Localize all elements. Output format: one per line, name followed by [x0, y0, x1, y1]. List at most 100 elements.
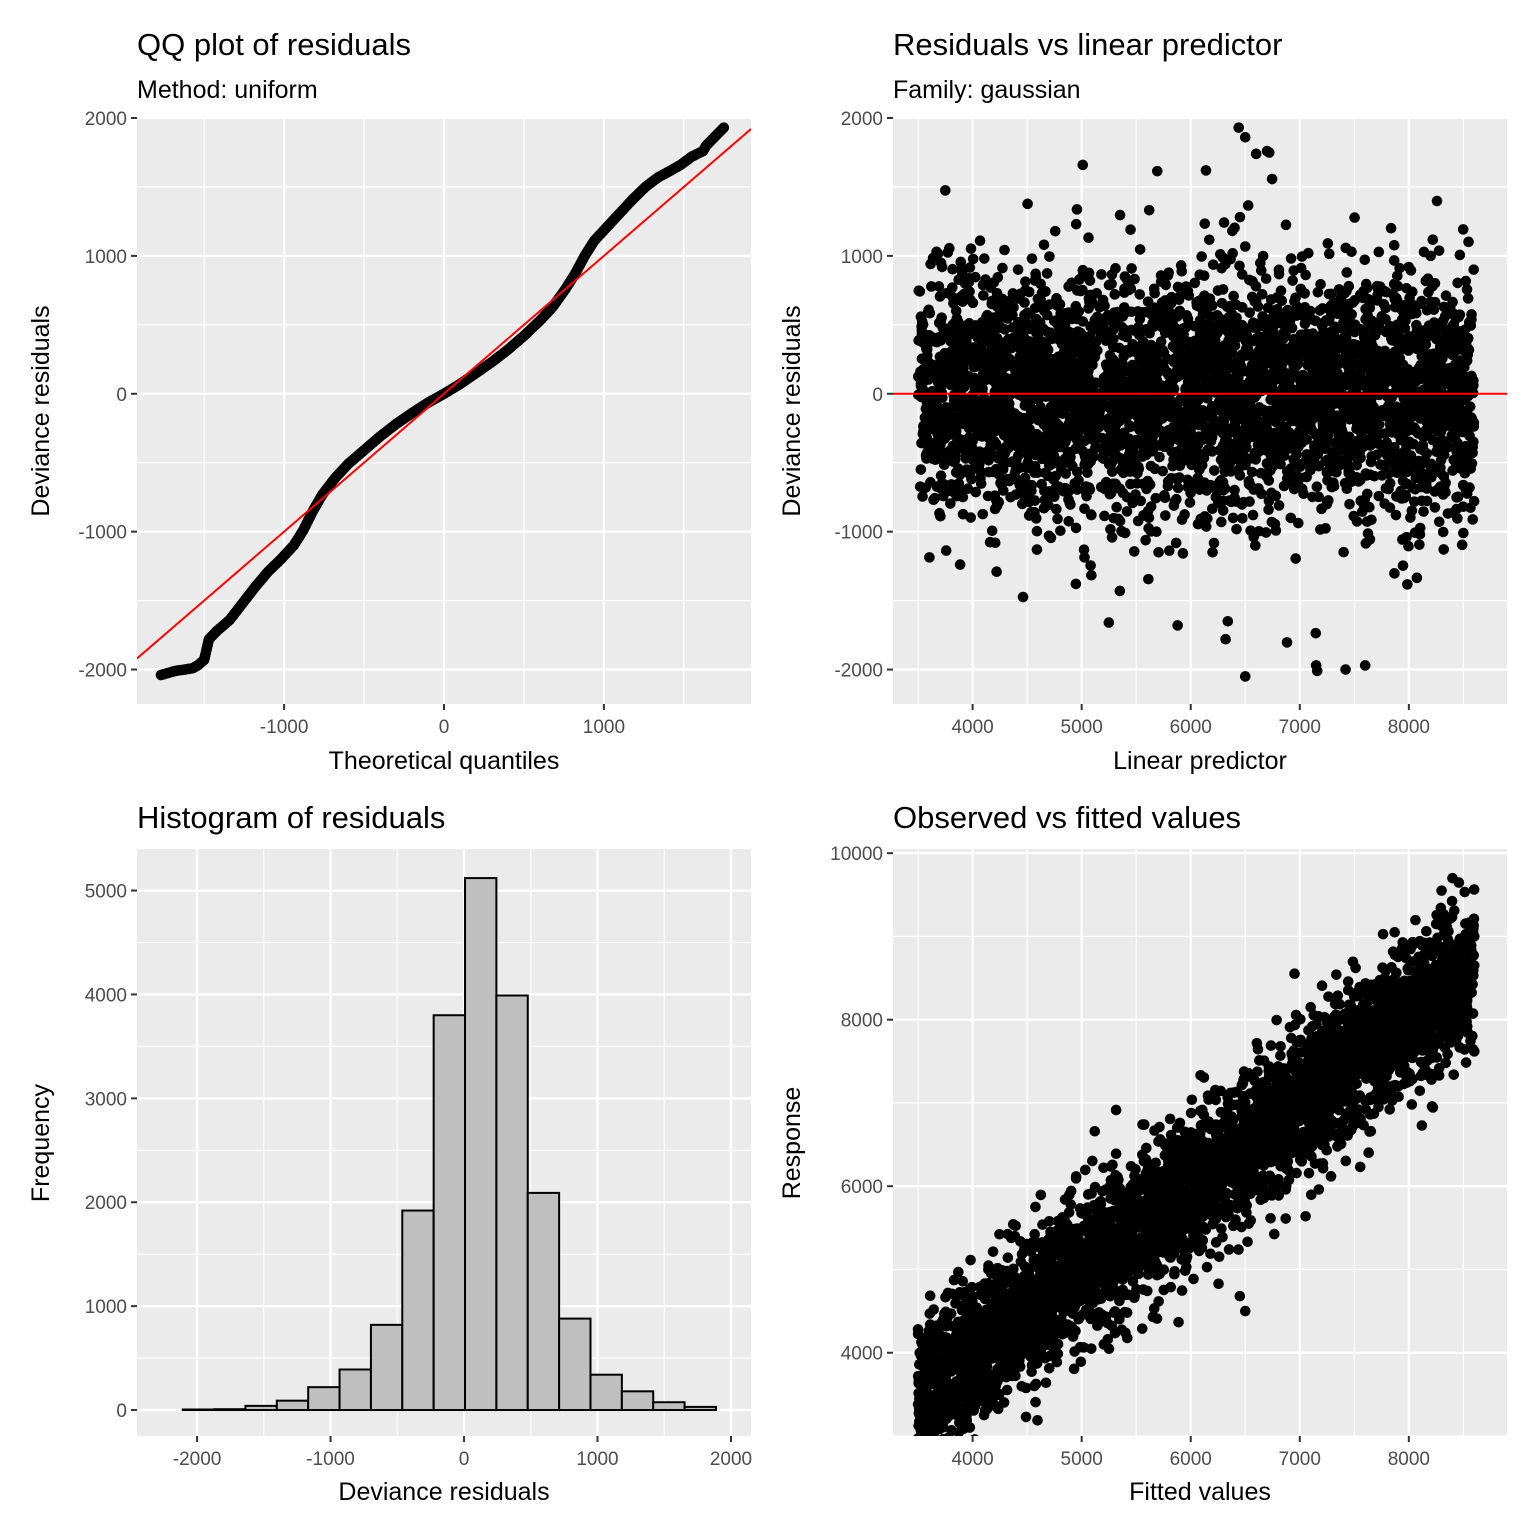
residual-outlier-point [1031, 544, 1043, 555]
residual-point [1435, 345, 1447, 357]
residual-point [1184, 497, 1196, 508]
residual-point [1394, 262, 1405, 274]
residual-point [1098, 453, 1109, 464]
residual-point [1366, 450, 1378, 462]
residual-point [1201, 338, 1213, 350]
residual-point [913, 335, 924, 346]
residual-point [1194, 314, 1206, 326]
residual-point [1421, 495, 1433, 507]
residual-point [1014, 350, 1026, 362]
residual-point [1359, 361, 1370, 372]
residual-point [1311, 430, 1323, 442]
residual-point [1464, 482, 1475, 493]
residual-point [976, 411, 987, 422]
residual-point [930, 454, 941, 466]
residual-point [1118, 427, 1130, 439]
residual-point [1200, 375, 1211, 387]
residual-point [1263, 495, 1275, 507]
residual-point [940, 402, 952, 413]
residual-point [1414, 455, 1425, 467]
residual-point [1260, 321, 1271, 332]
residual-point [1265, 356, 1277, 368]
residual-point [1159, 295, 1171, 306]
residual-point [1411, 399, 1422, 411]
residual-point [1045, 329, 1056, 341]
histogram-bar [275, 1399, 310, 1412]
residual-point [1341, 267, 1353, 278]
residuals-vs-predictor-y-tick-label: 1000 [841, 247, 883, 268]
residual-point [1077, 264, 1089, 276]
residual-point [1044, 456, 1055, 468]
residual-point [1055, 434, 1067, 446]
histogram-y-tick-label: 0 [116, 1401, 127, 1422]
residual-point [1038, 239, 1050, 251]
histogram-bar [307, 1386, 341, 1412]
residual-point [1114, 483, 1126, 495]
residual-point [1328, 383, 1340, 394]
residual-point [1326, 362, 1338, 373]
residual-point [1043, 424, 1054, 435]
residual-point [1048, 357, 1060, 368]
residual-point [1287, 366, 1299, 378]
residual-point [1453, 311, 1465, 323]
residual-point [1051, 503, 1062, 515]
residual-point [1219, 435, 1231, 447]
residual-point [1218, 416, 1230, 428]
residual-point [1311, 481, 1323, 492]
residual-point [1374, 316, 1386, 327]
residual-point [936, 420, 948, 432]
residual-point [1446, 362, 1458, 373]
residual-point [991, 332, 1003, 344]
residual-point [1228, 290, 1239, 302]
residual-point [1064, 485, 1075, 496]
residual-point [1065, 499, 1076, 510]
residual-point [1029, 378, 1041, 390]
residual-point [1266, 487, 1277, 499]
residual-point [1270, 525, 1282, 536]
residual-point [947, 263, 958, 275]
residual-point [1189, 335, 1201, 347]
residual-point [1034, 438, 1045, 449]
residual-point [934, 507, 945, 519]
residual-point [1401, 425, 1413, 437]
residual-point [926, 332, 938, 343]
residual-point [1417, 443, 1429, 455]
residual-point [1144, 479, 1156, 490]
residual-point [1191, 416, 1202, 427]
residual-point [1236, 302, 1248, 313]
residual-point [1114, 209, 1126, 221]
residual-point [1418, 506, 1429, 517]
residual-point [1079, 503, 1090, 514]
residual-point [1297, 310, 1309, 322]
residual-point [1088, 401, 1099, 413]
residual-point [1273, 500, 1285, 511]
residual-point [1229, 446, 1240, 458]
residual-point [1234, 470, 1246, 481]
residual-outlier-point [1043, 530, 1055, 542]
residual-point [1383, 483, 1394, 495]
residual-point [1001, 343, 1013, 354]
residual-point [932, 248, 944, 260]
residual-point [1361, 488, 1373, 500]
histogram-y-tick-label: 4000 [85, 985, 127, 1006]
residuals-vs-predictor-y-tick-label: -1000 [834, 523, 883, 544]
residual-point [1319, 381, 1331, 392]
residual-point [1178, 425, 1190, 436]
residual-outlier-point [956, 262, 968, 274]
residual-point [1290, 553, 1302, 564]
residual-point [933, 317, 945, 329]
residual-point [1373, 490, 1385, 502]
residual-point [1134, 244, 1146, 255]
histogram-bar [652, 1401, 686, 1412]
residual-point [1094, 413, 1105, 425]
residual-point [933, 281, 945, 292]
residual-point [968, 342, 979, 354]
residual-outlier-point [1458, 527, 1469, 539]
residual-point [1462, 427, 1474, 439]
residual-point [993, 357, 1005, 368]
residual-point [1318, 416, 1330, 428]
observed-fitted-point [1185, 1107, 1197, 1119]
residual-point [1025, 320, 1037, 331]
residual-point [1207, 259, 1219, 270]
